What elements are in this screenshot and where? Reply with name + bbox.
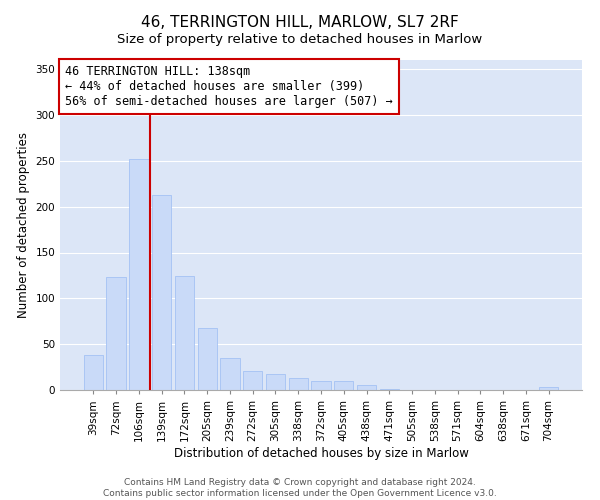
Text: Size of property relative to detached houses in Marlow: Size of property relative to detached ho…: [118, 32, 482, 46]
Bar: [334, 381, 353, 390]
Text: 46, TERRINGTON HILL, MARLOW, SL7 2RF: 46, TERRINGTON HILL, MARLOW, SL7 2RF: [141, 15, 459, 30]
Bar: [197, 328, 217, 390]
Bar: [266, 374, 285, 390]
Bar: [539, 387, 558, 390]
Bar: [220, 358, 239, 390]
Bar: [84, 355, 103, 390]
X-axis label: Distribution of detached houses by size in Marlow: Distribution of detached houses by size …: [173, 446, 469, 460]
Bar: [175, 276, 194, 390]
Bar: [152, 194, 172, 390]
Text: Contains HM Land Registry data © Crown copyright and database right 2024.
Contai: Contains HM Land Registry data © Crown c…: [103, 478, 497, 498]
Bar: [243, 371, 262, 390]
Bar: [106, 277, 126, 390]
Bar: [311, 381, 331, 390]
Bar: [289, 378, 308, 390]
Text: 46 TERRINGTON HILL: 138sqm
← 44% of detached houses are smaller (399)
56% of sem: 46 TERRINGTON HILL: 138sqm ← 44% of deta…: [65, 65, 393, 108]
Y-axis label: Number of detached properties: Number of detached properties: [17, 132, 30, 318]
Bar: [129, 159, 149, 390]
Bar: [380, 389, 399, 390]
Bar: [357, 386, 376, 390]
